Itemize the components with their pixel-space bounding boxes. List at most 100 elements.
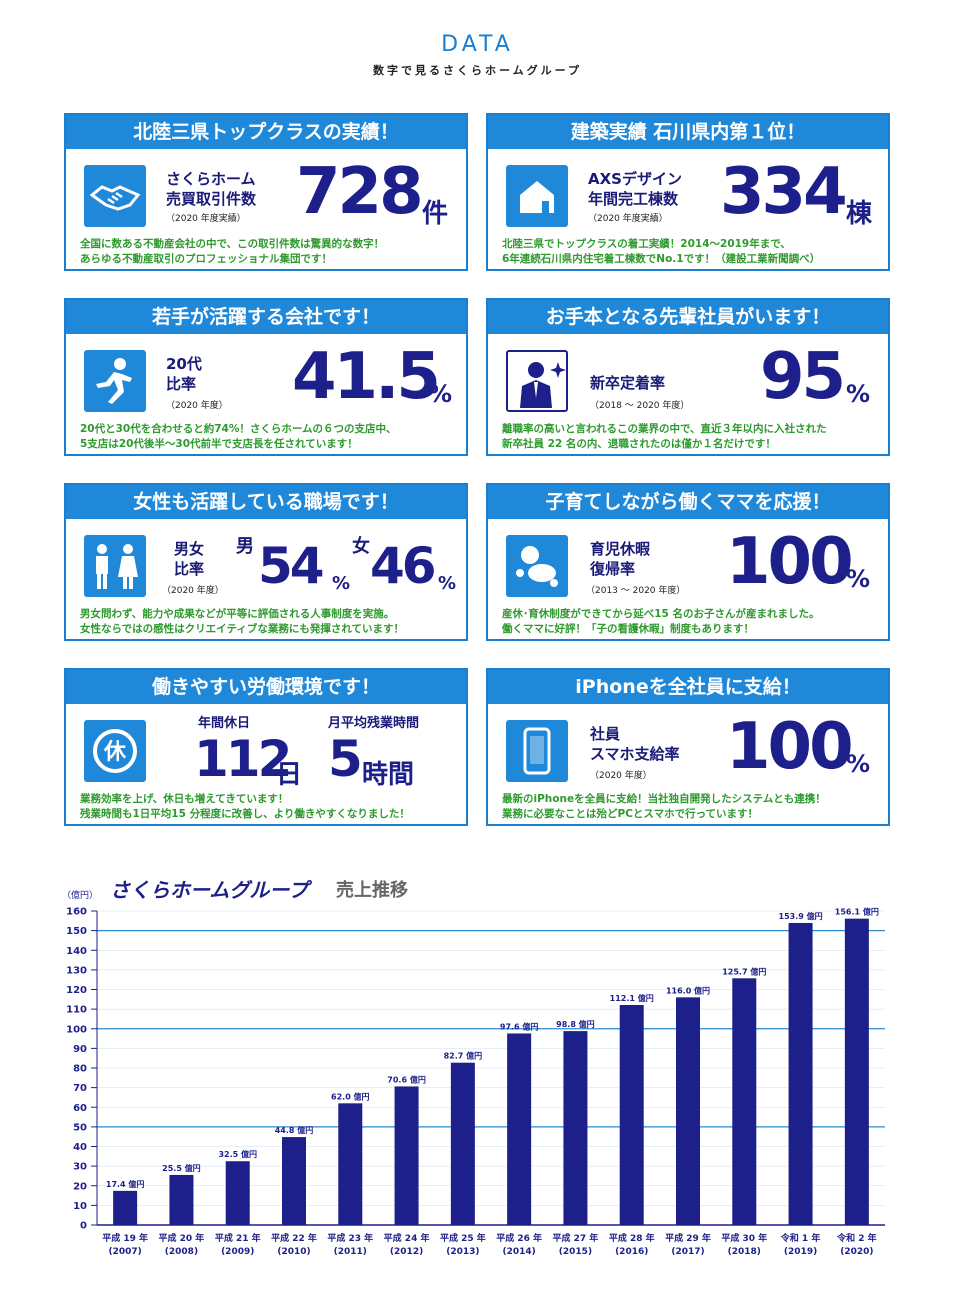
holiday-unit: 日 [276, 760, 303, 790]
y-tick-label: 90 [73, 1044, 87, 1055]
stat-unit: % [846, 750, 871, 778]
label-line1: 新卒定着率 [590, 374, 666, 392]
label-line2: 比率 [174, 560, 205, 578]
chart-title: さくらホームグループ [110, 878, 309, 902]
holiday-icon: 休 [84, 720, 146, 782]
y-tick-label: 40 [73, 1142, 87, 1153]
stat-unit: % [846, 565, 871, 593]
x-tick-label: 平成 21 年 [215, 1232, 261, 1244]
data-label: 112.1 億円 [610, 993, 654, 1003]
x-tick-year: (2018) [728, 1247, 761, 1257]
data-label: 25.5 億円 [162, 1163, 201, 1173]
overtime-unit: 時間 [362, 760, 415, 790]
bar [507, 1033, 532, 1225]
data-label: 97.6 億円 [500, 1021, 539, 1031]
bar [225, 1161, 250, 1225]
description: 産休･育休制度ができてから延べ15 名のお子さんが産まれました。 働くママに好評！… [502, 608, 820, 635]
bar [732, 978, 757, 1225]
card-title: iPhoneを全社員に支給！ [488, 670, 888, 704]
x-tick-year: (2015) [559, 1247, 592, 1257]
card-young-staff: 若手が活躍する会社です！ 20代 比率 （2020 年度） 41.5 % 20代… [64, 298, 468, 456]
card-gender-ratio: 女性も活躍している職場です！ 男女 比率 （2020 年度） 男 54 % 女 … [64, 483, 468, 641]
label-line2: スマホ支給率 [590, 745, 680, 763]
male-unit: % [332, 573, 351, 594]
bar [338, 1103, 363, 1225]
y-tick-label: 160 [66, 907, 87, 918]
chart-subtitle: 売上推移 [336, 880, 408, 901]
stat-unit: % [846, 380, 871, 408]
y-tick-label: 30 [73, 1162, 87, 1173]
stat-value: 728 [296, 155, 424, 229]
businessman-icon [506, 350, 568, 412]
description: 全国に数ある不動産会社の中で、この取引件数は驚異的な数字！ あらゆる不動産取引のプ… [80, 238, 385, 265]
card-title: 建築実績 石川県内第１位！ [488, 115, 888, 149]
x-tick-year: (2012) [390, 1247, 423, 1257]
stat-value: 334 [720, 155, 848, 229]
bar [450, 1062, 475, 1225]
x-tick-label: 平成 27 年 [553, 1232, 599, 1244]
male-value: 54 [258, 537, 325, 595]
bar [113, 1190, 138, 1225]
overtime-value: 5 [328, 730, 363, 788]
description: 最新のiPhoneを全員に支給！当社独自開発したシステムとも連携！ 業務に必要なこ… [502, 793, 826, 820]
card-title: 北陸三県トップクラスの実績！ [66, 115, 466, 149]
sales-bar-chart: 0 10 20 30 40 50 60 70 80 90 100 110 120 130 140 150 160… [66, 907, 885, 1257]
description: 男女問わず、能力や成果などが平等に評価される人事制度を実施。 女性ならではの感性は… [80, 608, 405, 635]
x-tick-year: (2016) [615, 1247, 648, 1257]
bar [282, 1137, 306, 1225]
y-tick-label: 20 [73, 1181, 87, 1192]
label-line2: 比率 [166, 375, 197, 393]
bar [844, 918, 869, 1225]
x-tick-year: (2019) [784, 1247, 817, 1257]
holiday-label: 年間休日 [198, 716, 251, 731]
x-tick-label: 平成 25 年 [440, 1232, 486, 1244]
data-label: 62.0 億円 [331, 1091, 370, 1101]
description: 20代と30代を合わせると約74%！さくらホームの６つの支店中、 5支店は20代後… [80, 423, 397, 450]
bar [169, 1174, 194, 1225]
x-tick-year: (2011) [334, 1247, 367, 1257]
card-title: 若手が活躍する会社です！ [66, 300, 466, 334]
x-tick-label: 平成 20 年 [159, 1232, 205, 1244]
card-retention: お手本となる先輩社員がいます！ 新卒定着率 （2018 〜 2020 年度） 9… [486, 298, 890, 456]
data-label: 156.1 億円 [835, 907, 879, 917]
y-tick-label: 150 [66, 926, 87, 937]
bar [788, 922, 813, 1225]
y-tick-label: 0 [80, 1221, 87, 1232]
year-note: （2020 年度実績） [166, 214, 246, 224]
stat-unit: 棟 [846, 199, 873, 229]
stat-value: 95 [760, 340, 846, 414]
y-tick-label: 140 [66, 946, 87, 957]
card-title: 女性も活躍している職場です！ [66, 485, 466, 519]
y-axis-label: （億円） [62, 891, 99, 901]
card-iphone: iPhoneを全社員に支給！ 社員 スマホ支給率 （2020 年度） 100 %… [486, 668, 890, 826]
bar [394, 1086, 419, 1225]
year-note: （2020 年度） [590, 771, 652, 781]
description: 業務効率を上げ、休日も増えてきています！ 残業時間も1日平均15 分程度に改善し、… [80, 793, 410, 820]
card-title: 子育てしながら働くママを応援！ [488, 485, 888, 519]
x-tick-year: (2014) [503, 1247, 536, 1257]
description: 離職率の高いと言われるこの業界の中で、直近３年以内に入社された 新卒社員 22 名… [502, 423, 827, 450]
female-unit: % [438, 573, 457, 594]
x-tick-year: (2008) [165, 1247, 198, 1257]
card-title: お手本となる先輩社員がいます！ [488, 300, 888, 334]
stat-unit: 件 [422, 199, 449, 229]
y-tick-label: 70 [73, 1083, 87, 1094]
year-note: （2020 年度） [166, 401, 228, 411]
description: 北陸三県でトップクラスの着工実績！2014〜2019年まで、 6年連続石川県内住宅… [502, 238, 821, 265]
x-tick-label: 平成 28 年 [609, 1232, 655, 1244]
x-tick-label: 令和 2 年 [836, 1232, 877, 1244]
y-tick-label: 120 [66, 985, 87, 996]
svg-text:休: 休 [103, 740, 127, 765]
label-line1: 20代 [166, 355, 202, 373]
x-tick-year: (2010) [277, 1247, 310, 1257]
x-tick-year: (2009) [221, 1247, 254, 1257]
label-line1: 育児休暇 [590, 540, 651, 558]
y-tick-label: 130 [66, 965, 87, 976]
x-tick-label: 平成 30 年 [721, 1232, 767, 1244]
smartphone-icon [506, 720, 568, 782]
overtime-label: 月平均残業時間 [328, 716, 420, 731]
label-line2: 復帰率 [590, 560, 636, 578]
card-construction: 建築実績 石川県内第１位！ AXSデザイン 年間完工棟数 （2020 年度実績）… [486, 113, 890, 271]
y-tick-label: 80 [73, 1064, 87, 1075]
data-label: 17.4 億円 [106, 1179, 145, 1189]
